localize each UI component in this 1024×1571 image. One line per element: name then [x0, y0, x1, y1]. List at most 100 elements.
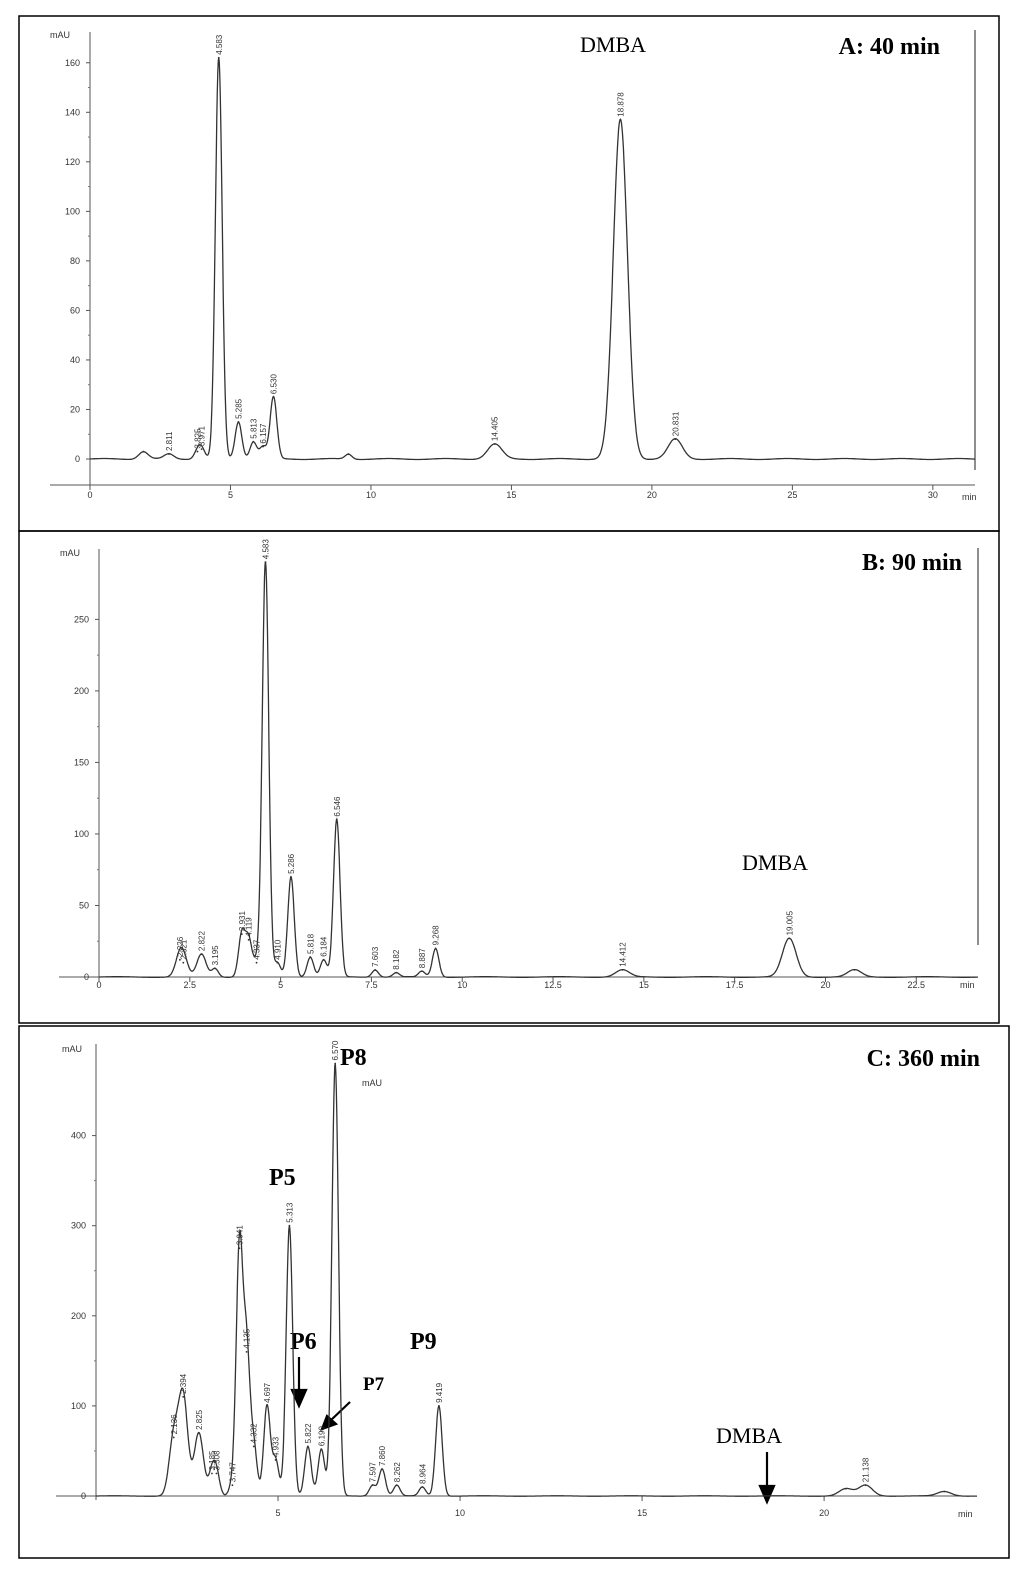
- peak-retention-label: 4.583: [261, 539, 270, 560]
- y-tick-label: 0: [81, 1491, 86, 1501]
- peak-apex-point: [381, 1468, 384, 1470]
- peak-retention-label: 4.337: [252, 939, 261, 960]
- peak-apex-point: [200, 953, 203, 956]
- panel-c-ylabel: mAU: [62, 1044, 82, 1054]
- x-tick-label: 30: [928, 490, 938, 500]
- peak-apex-point: [322, 958, 325, 961]
- peak-retention-label: 8.887: [418, 948, 427, 969]
- peak-retention-label: 3.308: [212, 1450, 221, 1471]
- peak-apex-point: [421, 1486, 424, 1488]
- panel-b-xunit: min: [960, 980, 975, 990]
- y-tick-label: 100: [65, 206, 80, 216]
- annotation-p9: P9: [410, 1329, 437, 1355]
- peak-apex-point: [274, 1459, 277, 1461]
- panel-b-axes: 0 50 100 150 200 250 0 2.5 5 7.5 10 12.5 15 17.5 20 22.…: [59, 548, 979, 990]
- peak-retention-label: 8.182: [392, 949, 401, 970]
- peak-retention-label: 5.813: [249, 418, 258, 439]
- peak-retention-label: 2.811: [165, 431, 174, 451]
- peak-retention-label: 2.822: [198, 931, 207, 952]
- peak-apex-point: [197, 1432, 200, 1434]
- y-tick-label: 300: [71, 1221, 86, 1231]
- peak-retention-label: 3.185: [208, 1450, 217, 1471]
- chromatogram-trace: [96, 1063, 977, 1497]
- peak-apex-point: [864, 1484, 867, 1487]
- peak-retention-label: 2.321: [179, 939, 188, 960]
- peak-apex-point: [245, 1350, 248, 1353]
- peak-retention-label: 5.822: [304, 1423, 313, 1444]
- x-tick-label: 10: [455, 1508, 465, 1518]
- y-tick-label: 60: [70, 305, 80, 315]
- peak-apex-point: [142, 450, 145, 453]
- y-tick-label: 20: [70, 404, 80, 414]
- x-tick-label: 10: [457, 980, 467, 990]
- peak-apex-point: [266, 1404, 268, 1407]
- peak-retention-label: 7.860: [378, 1445, 387, 1466]
- peak-apex-point: [211, 1472, 213, 1475]
- panel-b-title: B: 90 min: [862, 550, 962, 576]
- peak-retention-label: 7.603: [371, 946, 380, 967]
- peak-apex-point: [272, 396, 275, 398]
- panel-c-title: C: 360 min: [867, 1046, 980, 1072]
- peak-retention-label: 4.933: [272, 1436, 281, 1457]
- x-tick-label: 20: [647, 490, 657, 500]
- x-tick-label: 7.5: [365, 980, 378, 990]
- peak-apex-point: [182, 1395, 185, 1398]
- peak-retention-label: 6.190: [317, 1426, 326, 1447]
- x-tick-label: 5: [228, 490, 233, 500]
- peak-apex-point: [240, 933, 243, 935]
- peak-retention-label: 7.597: [369, 1462, 378, 1483]
- peak-retention-label: 6.184: [320, 936, 329, 957]
- panel-c-xunit: min: [958, 1509, 973, 1519]
- annotation-p7: P7: [363, 1374, 385, 1395]
- peak-apex-point: [238, 1247, 241, 1250]
- chromatogram-trace: [90, 57, 975, 461]
- peak-apex-point: [853, 968, 856, 971]
- peak-apex-point: [621, 968, 624, 971]
- chromatogram-panel-c: C: 360 min mAU mAU min DMBA P8 P5 P6 P7 …: [18, 1025, 1010, 1559]
- peak-retention-label: 5.286: [287, 853, 296, 874]
- peak-apex-point: [420, 970, 423, 973]
- peak-apex-point: [845, 1487, 847, 1490]
- peak-retention-label: 6.546: [333, 796, 342, 817]
- peak-retention-label: 5.313: [285, 1202, 294, 1223]
- y-tick-label: 100: [74, 829, 89, 839]
- peak-retention-label: 2.136: [170, 1414, 179, 1435]
- peak-retention-label: 9.419: [435, 1382, 444, 1403]
- peak-retention-label: 2.226: [176, 936, 185, 957]
- peak-apex-point: [334, 1062, 337, 1065]
- peak-retention-label: 3.825: [193, 428, 202, 449]
- peak-apex-point: [237, 420, 240, 423]
- peak-apex-point: [276, 961, 279, 964]
- x-tick-label: 20: [820, 980, 830, 990]
- peak-apex-point: [255, 961, 258, 964]
- x-tick-label: 22.5: [907, 980, 925, 990]
- panel-c-axes: 0 100 200 300 400 5 10 15 20: [56, 1044, 977, 1518]
- y-tick-label: 0: [84, 972, 89, 982]
- arrow-p6-icon: [290, 1357, 308, 1409]
- y-tick-label: 160: [65, 58, 80, 68]
- peak-apex-point: [172, 1436, 175, 1439]
- peak-apex-point: [168, 453, 170, 455]
- panel-c-inset-label: mAU: [362, 1078, 382, 1088]
- peak-retention-label: 4.332: [250, 1423, 259, 1444]
- x-tick-label: 5: [276, 1508, 281, 1518]
- peak-retention-label: 3.971: [198, 426, 207, 447]
- y-tick-label: 200: [71, 1311, 86, 1321]
- chromatogram-panel-a: A: 40 min mAU min DMBA 02040608010012014…: [18, 15, 1000, 532]
- peak-retention-label: 4.583: [215, 34, 224, 55]
- peak-apex-point: [290, 875, 292, 878]
- peak-apex-point: [215, 1472, 218, 1475]
- x-tick-label: 2.5: [184, 980, 197, 990]
- peak-retention-label: 6.530: [269, 374, 278, 395]
- peak-apex-point: [371, 1484, 374, 1487]
- peak-apex-point: [196, 450, 199, 453]
- peak-apex-point: [335, 818, 338, 821]
- y-tick-label: 150: [74, 757, 89, 767]
- peak-retention-label: 18.878: [616, 92, 625, 117]
- y-tick-label: 200: [74, 686, 89, 696]
- peak-apex-point: [434, 947, 437, 950]
- y-tick-label: 100: [71, 1401, 86, 1411]
